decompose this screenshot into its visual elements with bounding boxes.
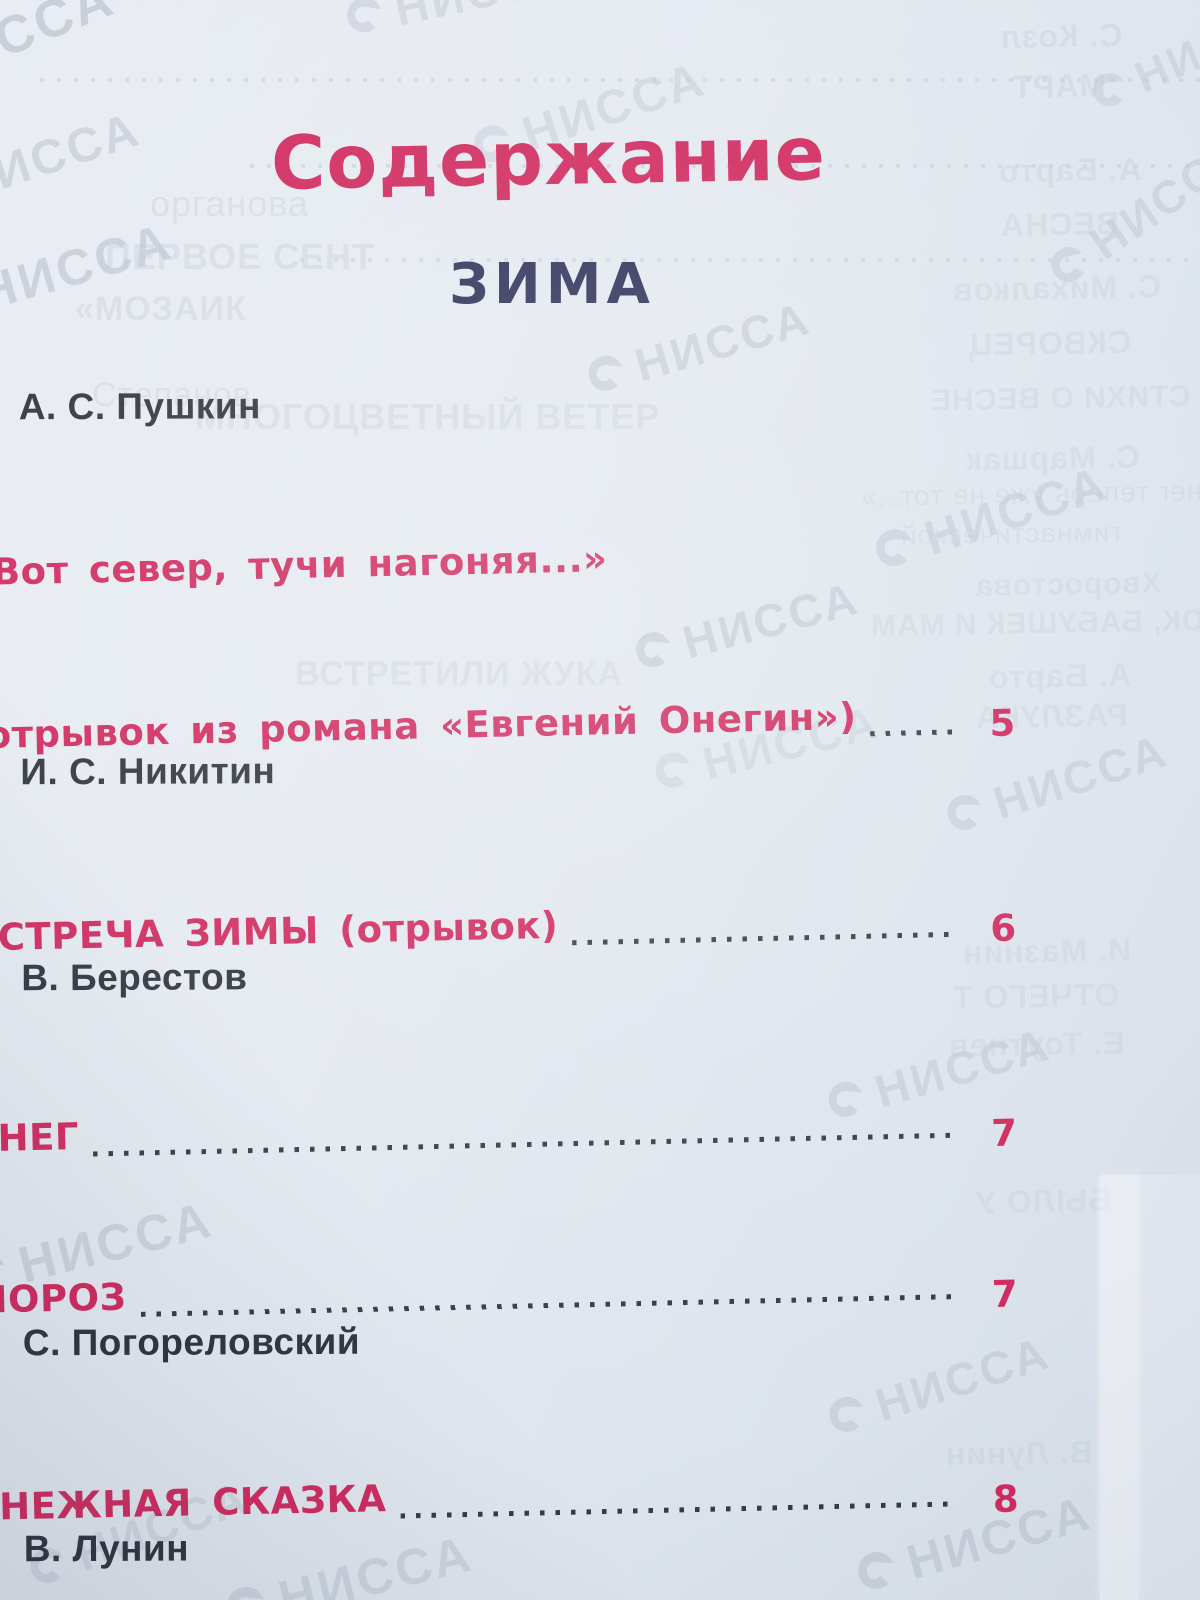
- toc-title-row: СНЕГ 7: [0, 994, 1019, 1161]
- toc-title-row: «Вот север, тучи нагоняя...»: [0, 423, 1016, 594]
- toc-list: А. С. Пушкин «Вот север, тучи нагоняя...…: [0, 378, 1080, 1600]
- toc-page-number: 7: [990, 1111, 1019, 1156]
- toc-title-row: ВСТРЕЧА ЗИМЫ (отрывок) 6: [0, 788, 1018, 960]
- page-edge-highlight: [1138, 1175, 1200, 1600]
- toc-entry-text: ВСТРЕЧА ЗИМЫ (отрывок): [0, 903, 559, 960]
- toc-entry-text: СНЕЖНАЯ СКАЗКА: [0, 1477, 387, 1530]
- toc-entry-text: И. С. Никитин: [20, 750, 276, 793]
- toc-author-row: С. Погореловский: [23, 1314, 1071, 1363]
- toc-entry-text: СНЕГ: [0, 1115, 80, 1161]
- toc-entry-text: МОРОЗ: [0, 1275, 127, 1322]
- section-heading: ЗИМА: [449, 252, 655, 317]
- ghost-text: СКВОРЕЦ: [967, 323, 1132, 363]
- toc-author-row: А. С. Пушкин: [19, 378, 1067, 427]
- toc-page-number: 7: [991, 1272, 1020, 1316]
- toc-title-row: (отрывок из романа «Евгений Онегин») 5: [0, 583, 1017, 757]
- dot-leader: [93, 1132, 954, 1157]
- toc-entry-text: В. Лунин: [23, 1527, 190, 1569]
- toc-page-number: 6: [989, 906, 1018, 951]
- toc-entry-text: С. Погореловский: [22, 1321, 361, 1364]
- toc-entry-text: А. С. Пушкин: [18, 384, 262, 427]
- dot-leader: [870, 729, 953, 737]
- toc-title-row: СНЕЖНАЯ СКАЗКА 8: [0, 1359, 1021, 1529]
- page-title: Содержание: [269, 111, 827, 207]
- toc-author-row: В. Берестов: [21, 949, 1069, 998]
- ghost-text: ВЕСНА: [999, 204, 1120, 244]
- dot-leader: [140, 1293, 955, 1317]
- toc-title-row: КОМУ ЗИМОЙ ЖАРКО 10: [0, 1564, 1021, 1600]
- dot-leader: [400, 1501, 956, 1519]
- dot-leader: [572, 931, 954, 946]
- tape-strip: [1100, 1175, 1138, 1600]
- toc-page-number: 8: [992, 1477, 1021, 1522]
- toc-page-number: 5: [988, 701, 1017, 745]
- toc-author-row: В. Лунин: [24, 1520, 1072, 1569]
- toc-entry-text: В. Берестов: [21, 955, 248, 998]
- toc-title-row: МОРОЗ 7: [0, 1154, 1020, 1322]
